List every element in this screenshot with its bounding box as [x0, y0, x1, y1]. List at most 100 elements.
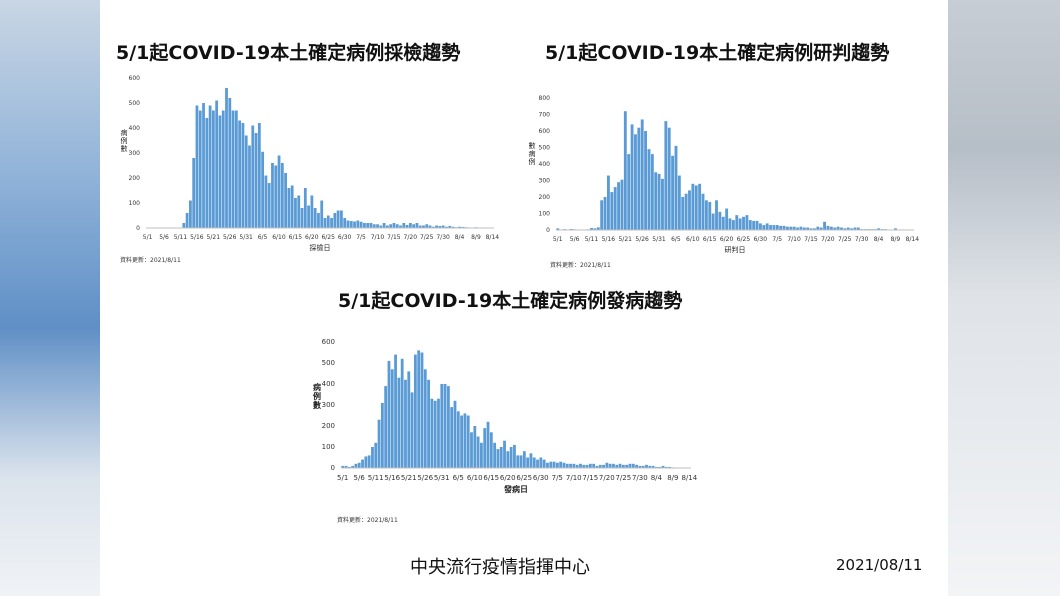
bar [225, 88, 228, 228]
bar [205, 118, 209, 228]
y-tick-label: 300 [129, 150, 141, 157]
bar [397, 377, 401, 468]
y-tick-label: 500 [539, 145, 551, 152]
bar [731, 220, 735, 230]
y-tick-label: 0 [331, 464, 335, 472]
bar [569, 463, 572, 468]
x-tick-label: 6/30 [754, 236, 768, 243]
bar [218, 115, 222, 228]
bar [404, 379, 407, 468]
bar [333, 213, 337, 228]
bar [372, 224, 376, 228]
bar [635, 464, 639, 468]
bar [634, 134, 637, 230]
x-tick-label: 6/5 [258, 234, 268, 241]
bar [470, 432, 473, 468]
x-tick-label: 6/25 [321, 234, 335, 241]
bar [380, 402, 384, 468]
bar [559, 461, 563, 468]
y-axis-label: 病例數 [313, 382, 321, 410]
bar [585, 464, 589, 468]
x-tick-label: 6/15 [483, 474, 499, 482]
x-tick-label: 6/30 [533, 474, 549, 482]
bar [529, 453, 533, 468]
x-tick-label: 8/9 [667, 474, 678, 482]
x-tick-label: 7/15 [387, 234, 401, 241]
bar [415, 223, 419, 228]
y-tick-label: 0 [546, 227, 550, 234]
bar [650, 154, 654, 230]
bar [526, 457, 530, 468]
bar [395, 224, 399, 228]
bar [294, 198, 297, 228]
x-tick-label: 8/4 [651, 474, 663, 482]
bar [809, 228, 813, 230]
x-tick-label: 7/5 [552, 474, 563, 482]
chart-3-source: 資料更新：2021/8/11 [337, 517, 398, 524]
bar [387, 360, 391, 468]
bar [623, 111, 627, 230]
bar [627, 154, 631, 230]
bar [267, 183, 271, 228]
x-tick-label: 7/10 [371, 234, 385, 241]
bar [347, 466, 351, 468]
bar [202, 103, 205, 228]
y-tick-label: 600 [129, 75, 141, 82]
x-tick-label: 5/11 [368, 474, 384, 482]
bar [575, 464, 579, 468]
bar [320, 200, 324, 228]
bar [725, 208, 729, 230]
bar [435, 225, 439, 228]
bar [618, 463, 622, 468]
bar [816, 226, 820, 230]
x-tick-label: 5/21 [207, 234, 221, 241]
bar [792, 226, 796, 230]
x-tick-label: 5/16 [602, 236, 616, 243]
bar [516, 455, 520, 468]
bar [410, 392, 414, 468]
x-tick-label: 8/4 [874, 236, 884, 243]
x-tick-label: 5/1 [553, 236, 563, 243]
bar [384, 386, 388, 468]
y-tick-label: 500 [129, 100, 141, 107]
bar [353, 221, 356, 228]
bar [894, 228, 897, 230]
y-tick-label: 100 [129, 200, 141, 207]
bar [284, 173, 288, 228]
bar [786, 226, 789, 230]
bar [645, 464, 648, 468]
bar [612, 463, 615, 468]
x-tick-label: 6/20 [305, 234, 319, 241]
x-tick-label: 6/25 [737, 236, 751, 243]
bar [307, 205, 310, 228]
bar [405, 225, 409, 228]
x-tick-label: 7/5 [772, 236, 782, 243]
x-tick-label: 6/30 [338, 234, 352, 241]
bar [819, 227, 823, 230]
bar [853, 227, 857, 230]
bar [366, 223, 370, 228]
x-tick-label: 6/15 [289, 234, 303, 241]
bar [628, 463, 632, 468]
bar [718, 211, 722, 230]
bar [486, 421, 490, 468]
bar [271, 163, 274, 228]
bar [620, 179, 624, 230]
bar [244, 135, 248, 228]
x-tick-label: 6/20 [720, 236, 734, 243]
x-tick-label: 7/30 [855, 236, 869, 243]
x-tick-label: 5/26 [223, 234, 237, 241]
bar [356, 220, 360, 228]
bar [779, 225, 783, 231]
x-tick-label: 5/16 [384, 474, 400, 482]
x-tick-label: 8/9 [891, 236, 901, 243]
x-tick-label: 7/20 [404, 234, 418, 241]
bar [453, 400, 457, 468]
bar [813, 228, 816, 230]
x-tick-label: 6/10 [686, 236, 700, 243]
bar [596, 227, 600, 230]
bar [607, 175, 610, 230]
bar [555, 462, 559, 468]
bar [738, 218, 742, 230]
bar [593, 228, 597, 230]
